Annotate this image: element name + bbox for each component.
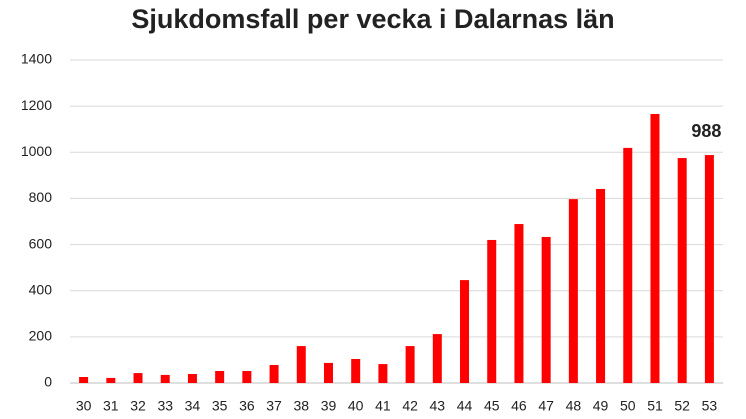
y-tick-label: 1400 bbox=[21, 51, 52, 67]
y-tick-label: 1000 bbox=[21, 143, 52, 159]
y-tick-label: 400 bbox=[29, 281, 53, 297]
bar bbox=[133, 373, 143, 383]
x-tick-label: 44 bbox=[457, 398, 473, 414]
x-tick-label: 47 bbox=[538, 398, 554, 414]
bar bbox=[269, 365, 279, 383]
bar bbox=[378, 364, 388, 383]
x-tick-label: 34 bbox=[185, 398, 201, 414]
bar bbox=[541, 236, 551, 383]
bar bbox=[487, 239, 497, 383]
x-tick-label: 42 bbox=[402, 398, 418, 414]
bar bbox=[323, 362, 333, 383]
x-tick-label: 53 bbox=[702, 398, 718, 414]
chart-title: Sjukdomsfall per vecka i Dalarnas län bbox=[131, 4, 614, 34]
bar bbox=[623, 147, 633, 383]
bar bbox=[677, 158, 687, 383]
y-tick-label: 600 bbox=[29, 235, 53, 251]
y-tick-label: 0 bbox=[44, 374, 52, 390]
x-tick-label: 32 bbox=[130, 398, 146, 414]
y-tick-label: 800 bbox=[29, 189, 53, 205]
x-tick-label: 33 bbox=[157, 398, 173, 414]
bar bbox=[460, 280, 470, 383]
x-tick-label: 30 bbox=[76, 398, 92, 414]
bar bbox=[405, 346, 415, 383]
x-tick-label: 38 bbox=[293, 398, 309, 414]
x-tick-label: 41 bbox=[375, 398, 391, 414]
x-tick-label: 37 bbox=[266, 398, 282, 414]
y-tick-label: 1200 bbox=[21, 97, 52, 113]
bar bbox=[432, 334, 442, 383]
bar bbox=[242, 371, 252, 383]
x-tick-label: 36 bbox=[239, 398, 255, 414]
y-tick-label: 200 bbox=[29, 328, 53, 344]
x-tick-label: 31 bbox=[103, 398, 119, 414]
x-tick-label: 45 bbox=[484, 398, 500, 414]
bar bbox=[568, 199, 578, 383]
x-tick-label: 50 bbox=[620, 398, 636, 414]
bar bbox=[351, 359, 361, 383]
bar bbox=[215, 371, 225, 383]
x-tick-label: 51 bbox=[647, 398, 663, 414]
bar bbox=[650, 113, 660, 383]
bar bbox=[596, 188, 606, 383]
x-tick-label: 52 bbox=[674, 398, 690, 414]
x-tick-label: 46 bbox=[511, 398, 527, 414]
bar bbox=[187, 374, 197, 383]
bar bbox=[514, 224, 524, 383]
x-tick-label: 35 bbox=[212, 398, 228, 414]
x-tick-label: 48 bbox=[566, 398, 582, 414]
x-tick-label: 40 bbox=[348, 398, 364, 414]
x-tick-label: 49 bbox=[593, 398, 609, 414]
bar bbox=[106, 377, 116, 383]
bar bbox=[160, 374, 170, 383]
x-tick-label: 39 bbox=[321, 398, 337, 414]
bar bbox=[79, 377, 89, 383]
bar bbox=[296, 346, 306, 383]
x-tick-label: 43 bbox=[430, 398, 446, 414]
bar bbox=[704, 155, 714, 383]
data-label: 988 bbox=[691, 121, 721, 141]
